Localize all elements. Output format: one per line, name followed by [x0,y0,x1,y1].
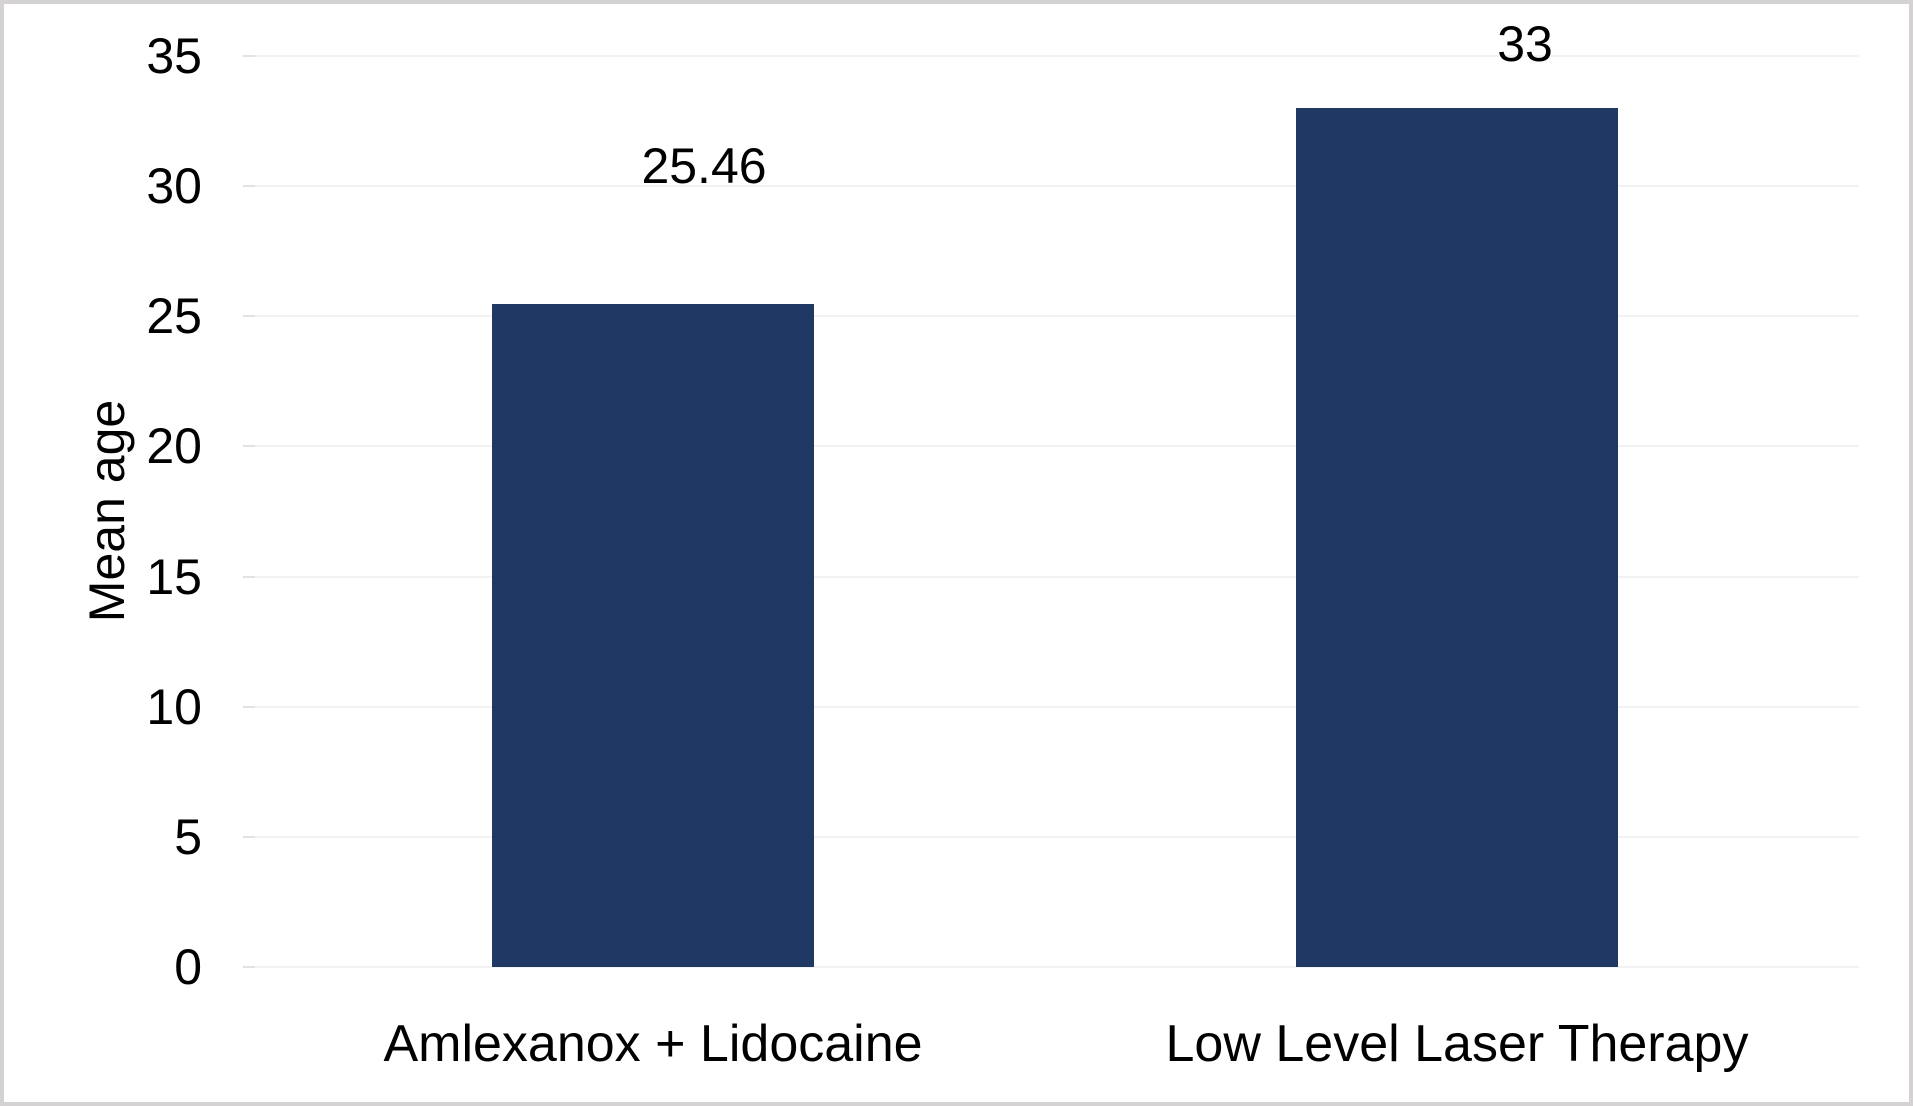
y-axis-tick-mark [243,445,255,448]
bar-value-label: 25.46 [641,138,767,194]
bar [1296,108,1618,967]
gridline [251,445,1859,448]
y-axis-tick-label: 30 [146,158,202,215]
y-axis-tick-label: 5 [174,808,202,865]
x-category-label: Low Level Laser Therapy [1165,1015,1749,1073]
y-axis-tick-label: 35 [146,28,202,84]
y-axis-tick-label: 25 [146,288,202,345]
gridline [251,185,1859,188]
y-axis-tick-label: 20 [146,418,202,475]
y-axis-tick-mark [243,835,255,838]
y-axis-title: Mean age [79,399,135,623]
y-axis-tick-label: 0 [174,939,202,995]
bar-value-label: 33 [1497,16,1553,72]
y-axis-tick-mark [243,315,255,318]
y-axis-tick-mark [243,966,255,968]
gridline [251,835,1859,838]
gridline [251,575,1859,578]
y-axis-tick-mark [243,185,255,188]
bar [492,304,814,967]
y-axis-tick-label: 10 [146,678,202,735]
gridline [251,705,1859,708]
y-axis-tick-mark [243,705,255,708]
x-category-label: Amlexanox + Lidocaine [383,1015,923,1073]
gridline [251,315,1859,318]
gridline [251,966,1859,968]
gridline [251,55,1859,57]
y-axis-tick-mark [243,55,255,57]
y-axis-tick-mark [243,575,255,578]
y-axis-tick-label: 15 [146,548,202,605]
